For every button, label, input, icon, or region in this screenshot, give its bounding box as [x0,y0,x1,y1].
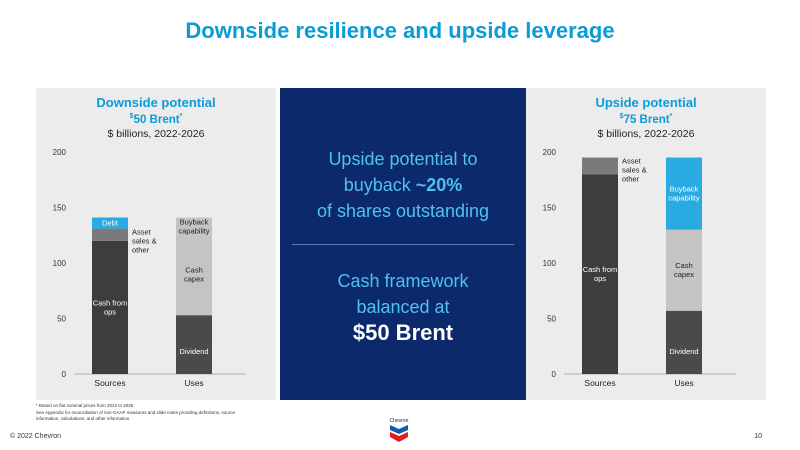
segment-label-cash-capex: Cash capex [674,261,694,279]
footnote-2: See Appendix for reconciliation of non-G… [36,410,236,415]
bar-segment-buyback-capability [176,217,212,235]
y-tick-label: 200 [543,148,557,157]
bar-segment-debt [92,217,128,229]
segment-label-dividend: Dividend [669,347,698,356]
segment-label-cash-capex: Cash capex [184,266,204,284]
category-label: Uses [674,378,693,388]
upside-panel: Upside potential $75 Brent* $ billions, … [526,88,766,400]
category-label: Sources [584,378,615,388]
center-message-panel: Upside potential to buyback ~20% of shar… [280,88,526,400]
footnote-1: * Based on flat nominal prices from 2022… [36,403,134,408]
bar-segment-asset-sales-other [582,157,618,175]
y-tick-label: 150 [53,204,67,213]
upside-chart: 0 50 100 150 200 Sources Uses Cash from ops Asset… [543,148,736,388]
footnote-3: information, calculations, and other inf… [36,416,131,421]
bar-segment-cash-from-ops [582,174,618,374]
category-label: Sources [94,378,125,388]
downside-panel: Downside potential $50 Brent* $ billions… [36,88,276,400]
segment-label-dividend: Dividend [179,347,208,356]
segment-label-cash-from-ops: Cash from ops [583,265,618,283]
upside-price: $75 Brent* [619,113,673,126]
segment-label-buyback-capability: Buyback capability [668,185,700,203]
downside-panel-header: Downside potential $50 Brent* $ billions… [36,96,276,141]
y-tick-label: 50 [57,315,66,324]
upside-heading: Upside potential [595,95,697,110]
upside-units: $ billions, 2022-2026 [597,127,695,140]
bar-segment-cash-capex [176,234,212,316]
y-tick-label: 150 [543,204,557,213]
bar-segment-dividend [666,310,702,374]
page-number: 10 [754,433,762,440]
downside-price: $50 Brent* [129,113,183,126]
downside-units: $ billions, 2022-2026 [107,127,205,140]
segment-label-asset-sales-other: Asset sales & other [132,228,157,255]
y-tick-label: 50 [547,315,556,324]
y-tick-label: 200 [53,148,67,157]
segment-label-cash-from-ops: Cash from ops [93,298,128,316]
y-tick-label: 0 [552,370,557,379]
segment-label-asset-sales-other: Asset sales & other [622,157,647,184]
copyright: © 2022 Chevron [10,433,62,440]
y-tick-label: 100 [543,259,557,268]
y-tick-label: 100 [53,259,67,268]
segment-label-buyback-capability: Buyback capability [178,217,210,235]
bar-segment-cash-capex [666,229,702,311]
slide-title: Downside resilience and upside leverage [185,18,615,43]
center-divider [292,244,514,245]
category-label: Uses [184,378,203,388]
downside-heading: Downside potential [96,95,216,110]
bar-segment-dividend [176,315,212,374]
y-tick-label: 0 [62,370,67,379]
downside-chart: 0 50 100 150 200 Sources Uses Cash from ops Asset… [53,148,246,388]
buyback-message: Upside potential to buyback ~20% of shar… [316,149,490,221]
bar-segment-cash-from-ops [92,240,128,374]
bar-segment-asset-sales-other [92,228,128,241]
segment-label-debt: Debt [102,219,119,228]
chevron-logo: Chevron [390,418,409,442]
framework-message: Cash framework balanced at $50 Brent [337,271,469,345]
bar-segment-buyback-capability [666,157,702,230]
logo-text: Chevron [390,418,409,424]
upside-panel-header: Upside potential $75 Brent* $ billions, … [526,96,766,141]
